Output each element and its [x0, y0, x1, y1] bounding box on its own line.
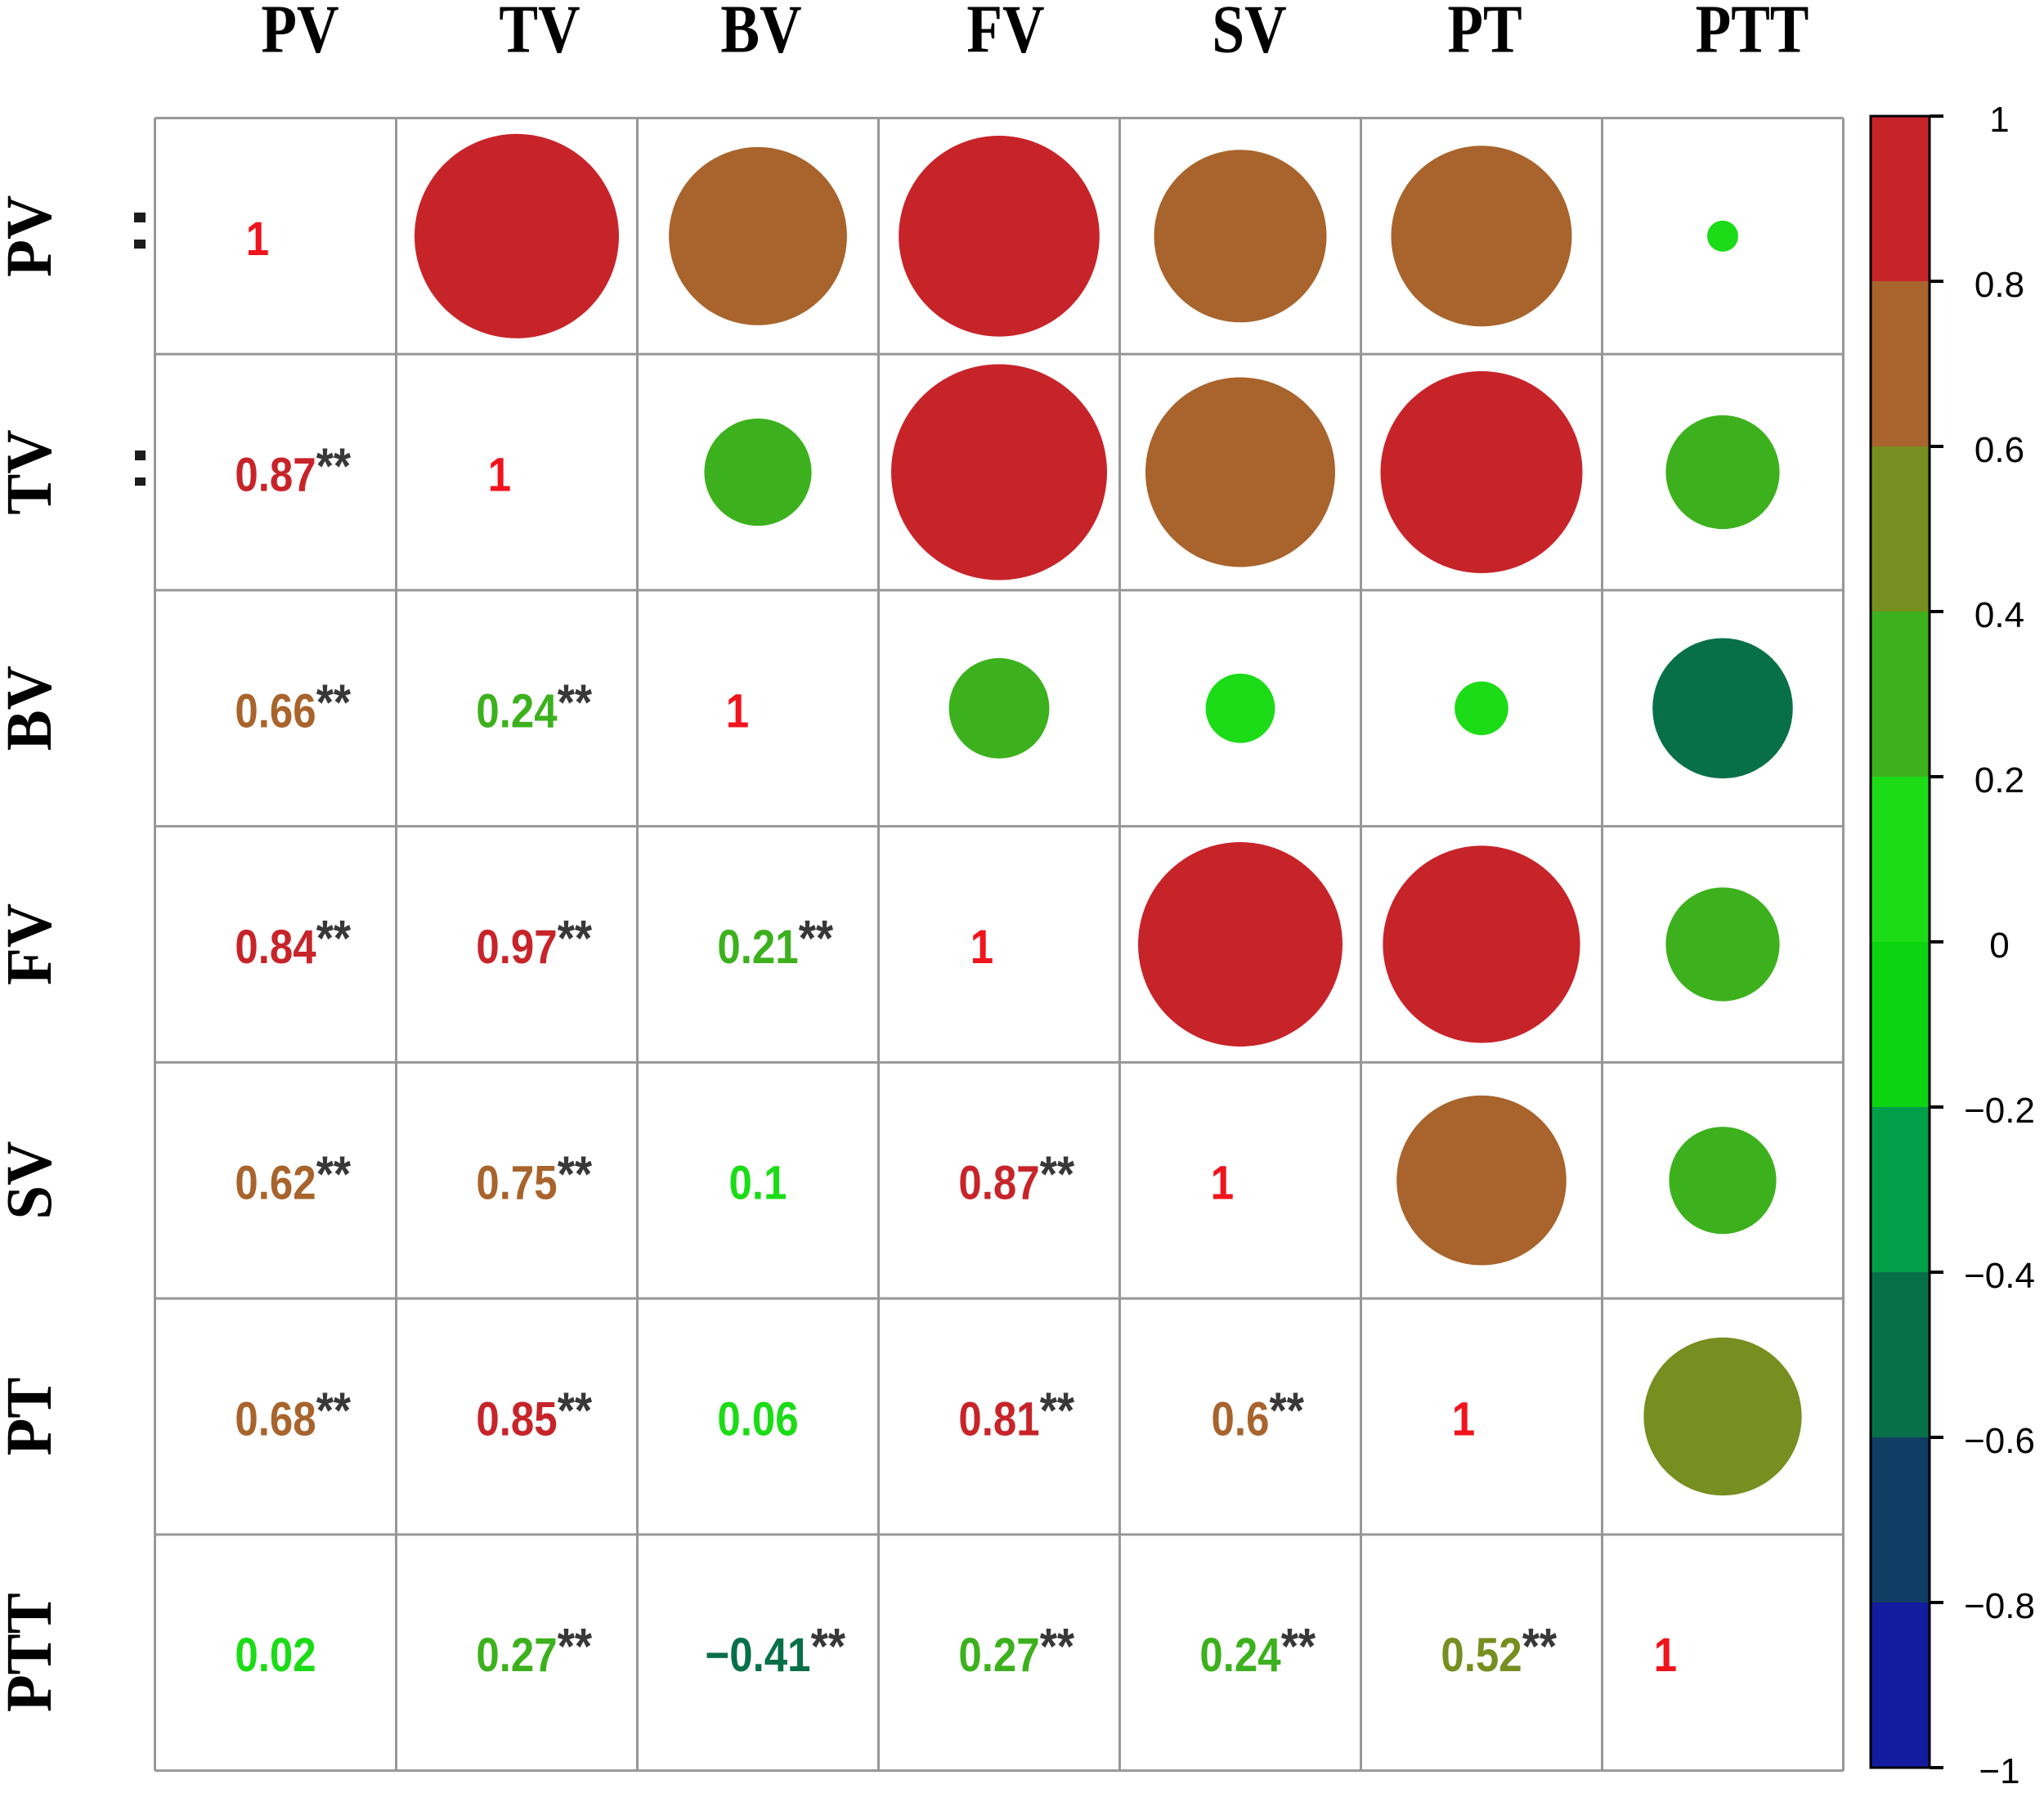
- svg-text:0.75: 0.75: [476, 1157, 557, 1210]
- svg-text:0.66: 0.66: [235, 684, 316, 737]
- svg-text:**: **: [316, 911, 352, 967]
- svg-text:**: **: [316, 1383, 352, 1439]
- svg-text:1: 1: [1452, 1392, 1475, 1446]
- svg-text:SV: SV: [1212, 0, 1286, 67]
- svg-text:1: 1: [970, 921, 993, 974]
- svg-text:0.81: 0.81: [958, 1392, 1039, 1446]
- svg-text:0.1: 0.1: [729, 1157, 787, 1210]
- svg-text:**: **: [1040, 1146, 1075, 1203]
- svg-text:−0.41: −0.41: [705, 1629, 810, 1682]
- svg-text:**: **: [316, 675, 352, 731]
- svg-text:**: **: [316, 438, 352, 495]
- svg-text:TV: TV: [0, 429, 65, 514]
- svg-text:**: **: [558, 1146, 593, 1203]
- svg-text:0.6: 0.6: [1975, 430, 2024, 470]
- svg-text:0.52: 0.52: [1441, 1629, 1522, 1682]
- svg-text:TV: TV: [499, 0, 580, 67]
- svg-text:1: 1: [1211, 1157, 1234, 1210]
- svg-text:**: **: [1270, 1383, 1305, 1439]
- svg-text:**: **: [316, 1146, 352, 1203]
- svg-text:0.85: 0.85: [476, 1392, 557, 1446]
- svg-text:1: 1: [488, 448, 511, 501]
- svg-text:0.87: 0.87: [958, 1157, 1039, 1210]
- svg-text:**: **: [799, 911, 834, 967]
- svg-text:PT: PT: [1447, 0, 1522, 67]
- svg-text:−0.8: −0.8: [1964, 1586, 2035, 1626]
- svg-text:**: **: [1040, 1383, 1075, 1439]
- svg-text:0.97: 0.97: [476, 921, 557, 974]
- svg-text:**: **: [1040, 1619, 1075, 1675]
- svg-text:0.6: 0.6: [1212, 1392, 1270, 1446]
- svg-text:BV: BV: [720, 0, 801, 67]
- svg-text:**: **: [558, 675, 593, 731]
- svg-text:1: 1: [1989, 100, 2009, 140]
- svg-text:1: 1: [1654, 1629, 1677, 1682]
- svg-text:**: **: [558, 1619, 593, 1675]
- svg-text:0.87: 0.87: [235, 448, 316, 501]
- svg-text:PTT: PTT: [1696, 0, 1809, 67]
- svg-text:0.2: 0.2: [1975, 760, 2024, 800]
- svg-text:0: 0: [1989, 926, 2009, 966]
- svg-text:FV: FV: [966, 0, 1044, 67]
- svg-text:0.24: 0.24: [476, 684, 558, 737]
- svg-text:PT: PT: [0, 1378, 65, 1456]
- svg-text:0.21: 0.21: [717, 921, 798, 974]
- svg-text:0.4: 0.4: [1975, 595, 2024, 635]
- svg-text:**: **: [558, 911, 593, 967]
- svg-text:PTT: PTT: [0, 1593, 65, 1712]
- svg-text:0.68: 0.68: [235, 1392, 316, 1446]
- svg-text:0.62: 0.62: [235, 1157, 316, 1210]
- svg-text:SV: SV: [0, 1141, 65, 1220]
- svg-text:−1: −1: [1979, 1751, 2019, 1789]
- svg-text:1: 1: [726, 684, 749, 737]
- svg-text:−0.4: −0.4: [1964, 1256, 2035, 1296]
- svg-text:0.8: 0.8: [1975, 265, 2024, 305]
- svg-text:0.84: 0.84: [235, 921, 316, 974]
- svg-text:0.27: 0.27: [476, 1629, 557, 1682]
- svg-text:FV: FV: [0, 903, 65, 985]
- svg-text:**: **: [811, 1619, 846, 1675]
- svg-text:−0.6: −0.6: [1964, 1421, 2035, 1461]
- svg-text:**: **: [1522, 1619, 1558, 1675]
- svg-text:−0.2: −0.2: [1964, 1091, 2035, 1131]
- svg-text:**: **: [1281, 1619, 1316, 1675]
- svg-text:**: **: [558, 1383, 593, 1439]
- svg-text:0.02: 0.02: [235, 1629, 316, 1682]
- svg-text:0.24: 0.24: [1199, 1629, 1281, 1682]
- svg-text:PV: PV: [0, 195, 65, 277]
- svg-text:1: 1: [246, 213, 269, 266]
- svg-text:0.06: 0.06: [717, 1392, 798, 1446]
- svg-text:0.27: 0.27: [958, 1629, 1039, 1682]
- svg-text:PV: PV: [261, 0, 338, 67]
- svg-text:BV: BV: [0, 666, 65, 751]
